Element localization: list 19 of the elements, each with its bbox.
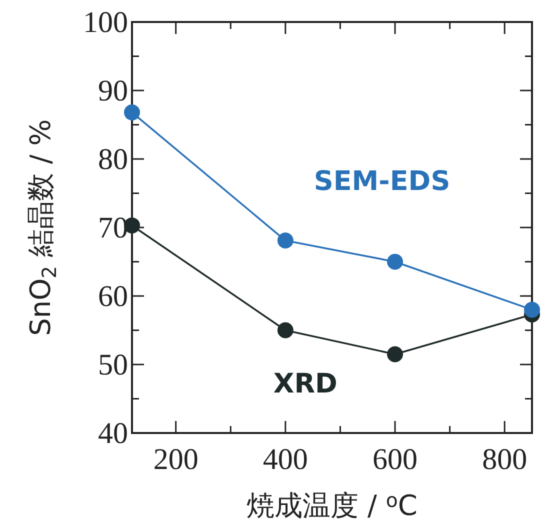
point <box>277 322 294 338</box>
x-tick-label: 600 <box>372 443 418 476</box>
y-tick-label: 60 <box>98 280 128 313</box>
y-tick-label: 50 <box>98 348 128 382</box>
x-tick-label: 400 <box>262 443 308 476</box>
point <box>124 104 140 120</box>
y-tick-label: 80 <box>98 143 128 176</box>
point <box>524 302 540 318</box>
series-label: SEM-EDS <box>314 166 450 197</box>
x-axis-title: 焼成温度 / $^{o}$C <box>246 489 418 522</box>
y-tick-label: 40 <box>98 417 128 450</box>
point <box>387 346 404 362</box>
series-label: XRD <box>273 368 338 400</box>
y-tick-label: 90 <box>98 74 128 108</box>
x-tick-label: 200 <box>153 443 198 476</box>
x-tick-label: 800 <box>482 443 528 476</box>
y-tick-label: 100 <box>83 6 128 39</box>
point <box>277 232 294 249</box>
point <box>387 254 404 270</box>
